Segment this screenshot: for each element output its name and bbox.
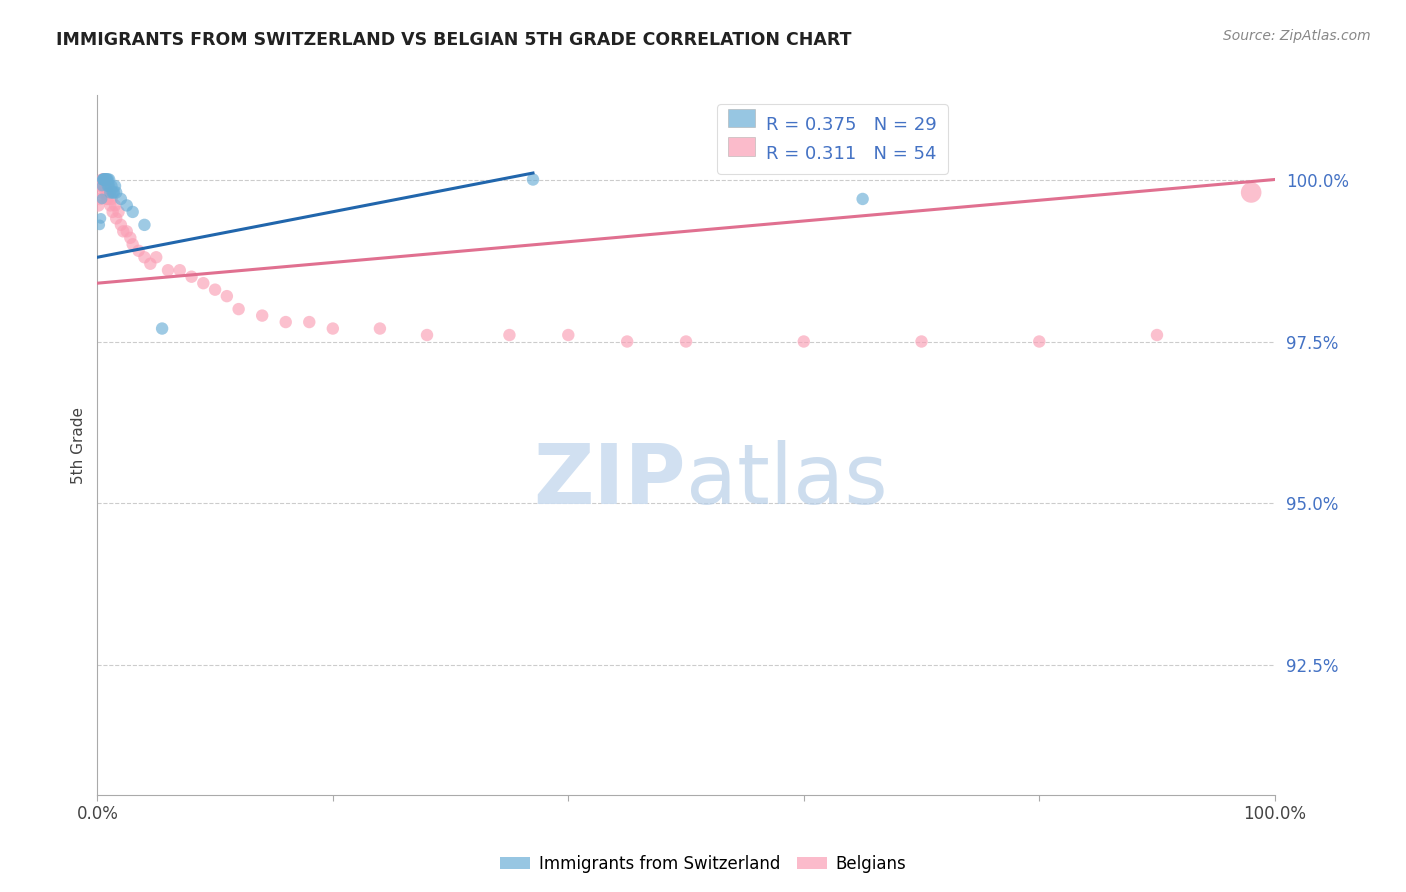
Point bbox=[145, 250, 167, 264]
Point bbox=[121, 205, 143, 219]
Point bbox=[96, 186, 118, 200]
Point bbox=[98, 186, 121, 200]
Point bbox=[94, 179, 117, 194]
Point bbox=[150, 321, 173, 335]
Point bbox=[90, 186, 112, 200]
Point bbox=[104, 198, 127, 212]
Point bbox=[1146, 328, 1168, 343]
Point bbox=[115, 198, 138, 212]
Point bbox=[100, 192, 122, 206]
Point bbox=[97, 172, 120, 186]
Point bbox=[97, 192, 120, 206]
Point bbox=[522, 172, 544, 186]
Point bbox=[91, 172, 114, 186]
Text: atlas: atlas bbox=[686, 440, 887, 521]
Point bbox=[91, 179, 114, 194]
Point bbox=[416, 328, 439, 343]
Point bbox=[139, 257, 162, 271]
Point bbox=[97, 179, 120, 194]
Point bbox=[616, 334, 638, 349]
Point bbox=[134, 218, 156, 232]
Point bbox=[322, 321, 344, 335]
Point bbox=[105, 211, 128, 226]
Point bbox=[121, 237, 143, 252]
Point bbox=[910, 334, 932, 349]
Point bbox=[93, 172, 115, 186]
Point bbox=[793, 334, 815, 349]
Point bbox=[94, 172, 117, 186]
Point bbox=[91, 179, 114, 194]
Point bbox=[368, 321, 391, 335]
Point bbox=[204, 283, 226, 297]
Point bbox=[120, 231, 142, 245]
Point bbox=[91, 172, 114, 186]
Point bbox=[98, 198, 121, 212]
Point bbox=[103, 186, 125, 200]
Point bbox=[852, 192, 875, 206]
Point bbox=[91, 172, 114, 186]
Text: IMMIGRANTS FROM SWITZERLAND VS BELGIAN 5TH GRADE CORRELATION CHART: IMMIGRANTS FROM SWITZERLAND VS BELGIAN 5… bbox=[56, 31, 852, 49]
Point bbox=[128, 244, 150, 258]
Point bbox=[93, 172, 115, 186]
Point bbox=[97, 179, 120, 194]
Point bbox=[91, 179, 114, 194]
Point bbox=[193, 276, 215, 290]
Point bbox=[98, 186, 121, 200]
Point bbox=[91, 172, 114, 186]
Point bbox=[96, 192, 118, 206]
Point bbox=[156, 263, 179, 277]
Point bbox=[90, 179, 112, 194]
Point bbox=[104, 179, 127, 194]
Point bbox=[110, 192, 132, 206]
Point bbox=[100, 179, 122, 194]
Text: Source: ZipAtlas.com: Source: ZipAtlas.com bbox=[1223, 29, 1371, 43]
Text: ZIP: ZIP bbox=[533, 440, 686, 521]
Point bbox=[93, 172, 115, 186]
Point bbox=[105, 186, 128, 200]
Point bbox=[110, 218, 132, 232]
Point bbox=[169, 263, 191, 277]
Point bbox=[96, 172, 118, 186]
Point bbox=[115, 224, 138, 238]
Point bbox=[215, 289, 238, 303]
Point bbox=[89, 192, 111, 206]
Point bbox=[112, 224, 135, 238]
Point bbox=[91, 192, 114, 206]
Point bbox=[250, 309, 273, 323]
Point bbox=[94, 186, 117, 200]
Point bbox=[228, 302, 250, 317]
Point bbox=[557, 328, 579, 343]
Y-axis label: 5th Grade: 5th Grade bbox=[72, 407, 86, 483]
Point bbox=[1240, 186, 1263, 200]
Point bbox=[93, 179, 115, 194]
Point bbox=[89, 218, 111, 232]
Point bbox=[101, 186, 124, 200]
Point bbox=[107, 205, 129, 219]
Point bbox=[101, 205, 124, 219]
Point bbox=[1028, 334, 1050, 349]
Point bbox=[98, 172, 121, 186]
Point bbox=[94, 172, 117, 186]
Point bbox=[90, 211, 112, 226]
Point bbox=[274, 315, 297, 329]
Legend: R = 0.375   N = 29, R = 0.311   N = 54: R = 0.375 N = 29, R = 0.311 N = 54 bbox=[717, 104, 948, 174]
Point bbox=[675, 334, 697, 349]
Point bbox=[134, 250, 156, 264]
Point bbox=[96, 172, 118, 186]
Point bbox=[298, 315, 321, 329]
Point bbox=[87, 198, 110, 212]
Point bbox=[98, 179, 121, 194]
Legend: Immigrants from Switzerland, Belgians: Immigrants from Switzerland, Belgians bbox=[494, 848, 912, 880]
Point bbox=[498, 328, 520, 343]
Point bbox=[180, 269, 202, 284]
